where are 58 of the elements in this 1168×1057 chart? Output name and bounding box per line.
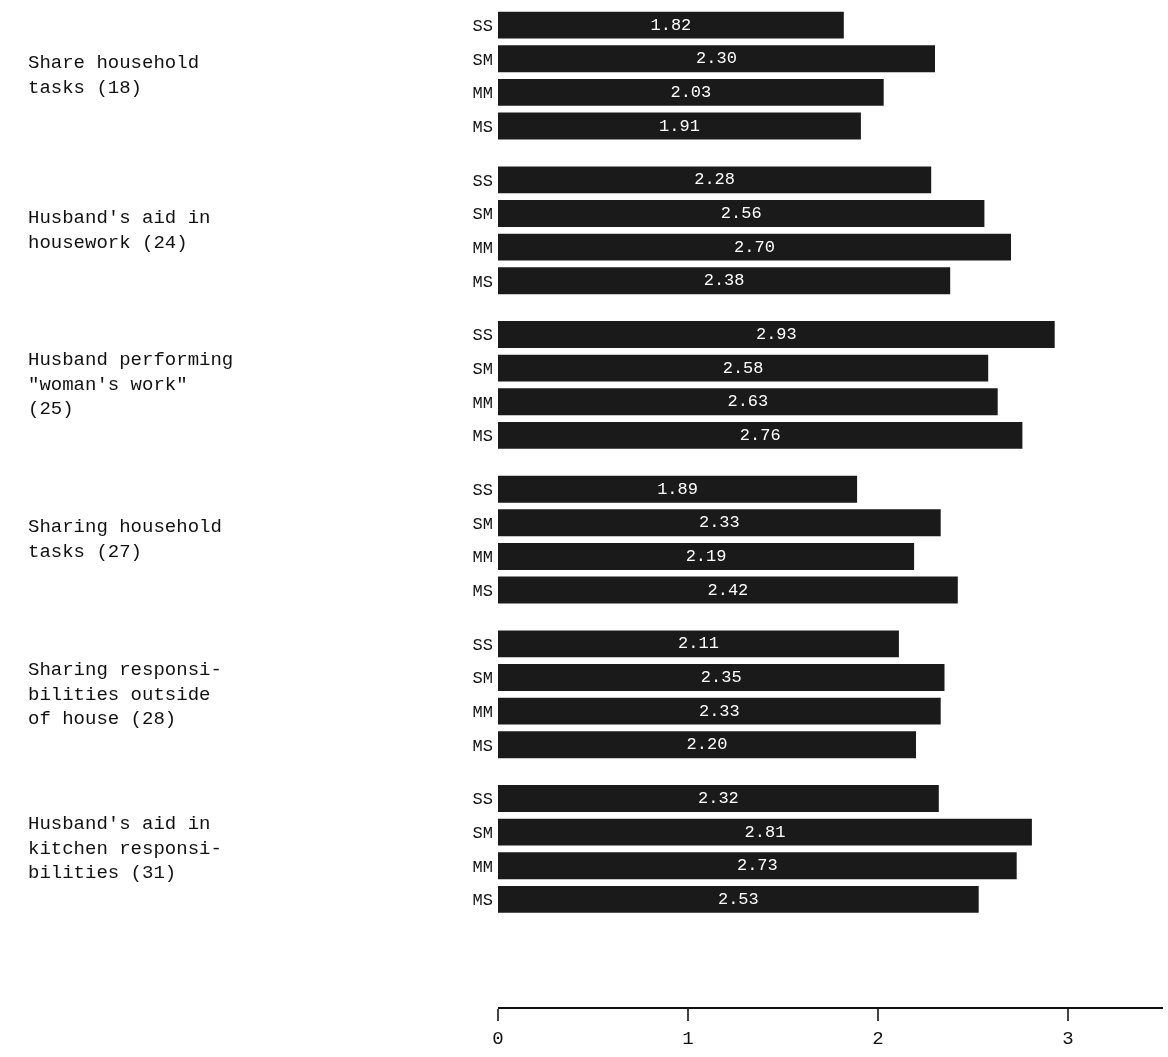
data-label: 2.20 <box>686 735 728 755</box>
y-tick-label: MM <box>472 548 493 568</box>
data-label: 2.58 <box>722 358 764 378</box>
y-tick-label: MM <box>472 393 493 413</box>
data-label: 2.42 <box>707 580 749 600</box>
data-label: 2.38 <box>703 271 745 291</box>
data-label: 1.91 <box>659 116 700 136</box>
y-tick-label: SM <box>472 50 493 70</box>
y-tick-label: SM <box>472 514 493 534</box>
x-tick-label: 0 <box>492 1027 504 1050</box>
data-label: 2.30 <box>696 49 737 69</box>
text: Husband's aid in kitchen responsi- bilities (31) <box>28 813 222 885</box>
data-label: 2.35 <box>700 667 742 687</box>
x-tick-label: 3 <box>1062 1027 1074 1050</box>
data-label: 2.11 <box>678 634 719 654</box>
y-tick-label: SS <box>472 17 493 37</box>
y-tick-label: MM <box>472 84 493 104</box>
data-label: 2.33 <box>698 513 740 533</box>
x-tick-label: 2 <box>872 1027 884 1050</box>
y-tick-label: MM <box>472 857 493 877</box>
y-tick-label: MS <box>472 118 493 137</box>
text: Husband's aid in housework (24) <box>28 207 211 254</box>
data-label: 1.89 <box>657 479 698 499</box>
y-tick-label: MS <box>472 272 493 292</box>
y-tick-label: SM <box>472 205 493 225</box>
data-label: 2.33 <box>698 701 740 721</box>
y-tick-label: SM <box>472 360 493 380</box>
y-tick-label: MS <box>472 736 493 756</box>
y-tick-label: MS <box>472 582 493 602</box>
data-label: 2.19 <box>685 546 727 566</box>
text: Sharing responsi- bilities outside of house (28) <box>28 659 222 731</box>
data-label: 2.70 <box>734 237 775 257</box>
data-label: 2.03 <box>670 82 712 102</box>
data-label: 2.53 <box>717 889 759 909</box>
data-label: 2.32 <box>697 789 739 809</box>
y-tick-label: MM <box>472 239 493 259</box>
data-label: 2.63 <box>727 392 769 412</box>
data-label: 2.81 <box>744 822 786 842</box>
y-tick-label: MS <box>472 891 493 911</box>
y-tick-label: MS <box>472 427 493 447</box>
y-tick-label: SS <box>472 790 493 810</box>
data-label: 1.82 <box>650 15 692 35</box>
y-tick-label: SM <box>472 669 493 689</box>
x-tick-label: 1 <box>682 1027 694 1050</box>
y-tick-label: SS <box>472 326 493 346</box>
data-label: 2.73 <box>736 856 778 876</box>
data-label: 2.76 <box>739 425 781 445</box>
text: Sharing household tasks (27) <box>28 516 222 563</box>
data-label: 2.93 <box>755 325 797 345</box>
y-tick-label: SS <box>472 171 493 191</box>
text: Share household tasks (18) <box>28 52 200 99</box>
y-tick-label: MM <box>472 703 493 723</box>
data-label: 2.28 <box>694 170 736 190</box>
y-tick-label: SM <box>472 824 493 844</box>
y-tick-label: SS <box>472 481 493 501</box>
text: Husband performing "woman's work" (25) <box>28 349 234 421</box>
y-tick-label: SS <box>472 635 493 655</box>
data-label: 2.56 <box>720 203 762 223</box>
